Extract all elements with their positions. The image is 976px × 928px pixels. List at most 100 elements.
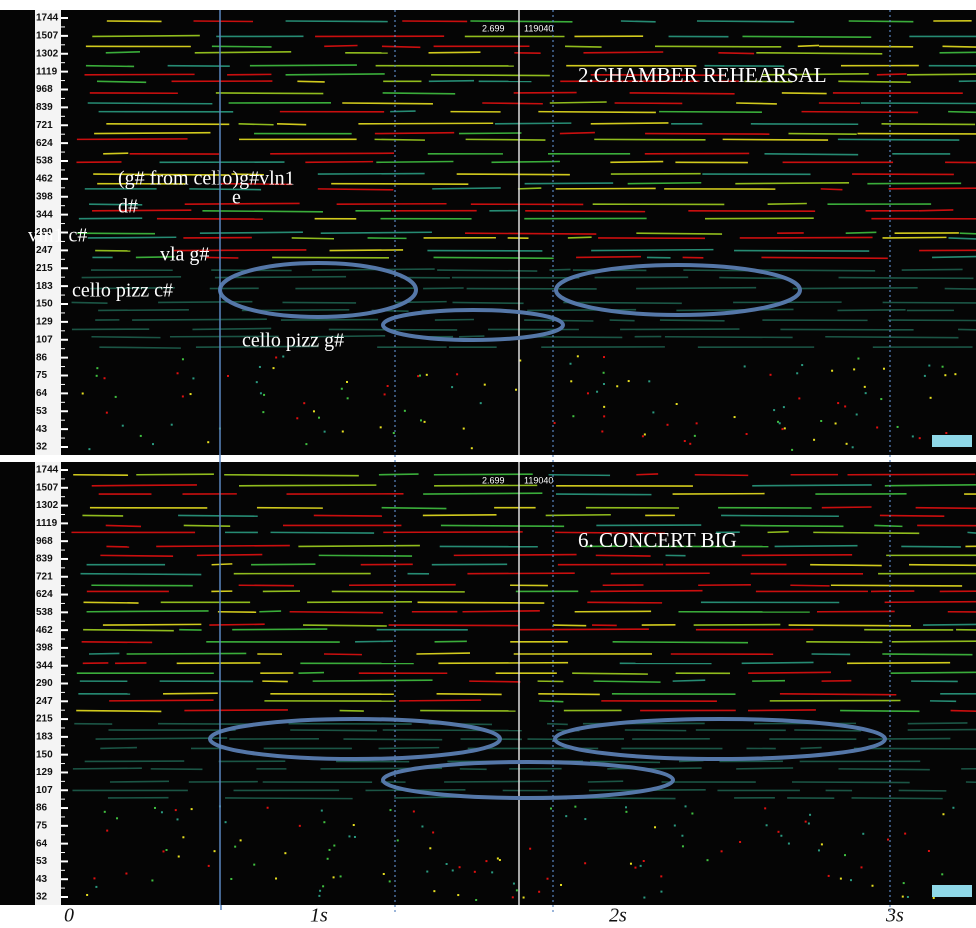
pitch-trace <box>553 625 586 626</box>
noise-dot <box>820 420 822 422</box>
time-label: 0 <box>64 905 74 927</box>
noise-dot <box>773 409 775 411</box>
pitch-trace <box>305 162 373 163</box>
pitch-trace <box>891 672 976 673</box>
pitch-trace <box>775 546 858 547</box>
pitch-trace <box>919 210 954 211</box>
noise-dot <box>643 860 645 862</box>
noise-dot <box>856 413 858 415</box>
noise-dot <box>805 821 807 823</box>
noise-dot <box>323 821 325 823</box>
pitch-trace <box>810 565 882 566</box>
pitch-trace <box>902 269 963 270</box>
noise-dot <box>796 372 798 374</box>
pitch-trace <box>495 123 571 124</box>
noise-dot <box>393 432 395 434</box>
frequency-label: 129 <box>36 767 53 778</box>
pitch-trace <box>200 232 303 233</box>
pitch-trace <box>556 494 651 495</box>
frequency-label: 43 <box>36 424 48 435</box>
pitch-trace <box>382 46 420 47</box>
noise-dot <box>413 810 415 812</box>
noise-dot <box>844 854 846 856</box>
pitch-trace <box>342 103 433 104</box>
frequency-label: 1119 <box>36 518 58 529</box>
pitch-trace <box>469 681 520 682</box>
noise-dot <box>844 405 846 407</box>
noise-dot <box>744 365 746 367</box>
pitch-trace <box>539 701 563 702</box>
noise-dot <box>484 384 486 386</box>
pitch-trace <box>452 302 523 303</box>
frequency-label: 64 <box>36 388 48 399</box>
noise-dot <box>798 397 800 399</box>
noise-dot <box>781 428 783 430</box>
pitch-trace <box>768 203 807 204</box>
noise-dot <box>296 417 298 419</box>
frequency-label: 247 <box>36 245 53 256</box>
pitch-trace <box>379 474 419 475</box>
noise-dot <box>282 356 284 358</box>
noise-dot <box>642 435 644 437</box>
noise-dot <box>93 877 95 879</box>
frequency-label: 1744 <box>36 13 59 24</box>
panel-background <box>0 10 976 455</box>
noise-dot <box>681 835 683 837</box>
pitch-trace <box>423 288 464 289</box>
pitch-trace <box>908 723 968 724</box>
pitch-trace <box>594 681 661 682</box>
pitch-trace <box>967 532 976 533</box>
pitch-trace <box>444 781 551 782</box>
noise-dot <box>115 396 117 398</box>
pitch-trace <box>847 663 950 664</box>
noise-dot <box>516 889 518 891</box>
pitch-trace <box>948 112 976 113</box>
annotation: cello pizz c# <box>72 280 173 302</box>
frequency-label: 183 <box>36 281 53 292</box>
noise-dot <box>643 897 645 899</box>
pitch-trace <box>748 710 816 711</box>
pitch-trace <box>434 257 554 258</box>
noise-dot <box>151 879 153 881</box>
noise-dot <box>584 818 586 820</box>
noise-dot <box>106 412 108 414</box>
pitch-trace <box>375 139 425 140</box>
frequency-label: 1507 <box>36 482 59 493</box>
noise-dot <box>318 417 320 419</box>
pitch-trace <box>755 270 875 271</box>
pitch-trace <box>846 232 877 233</box>
noise-dot <box>648 380 650 382</box>
pitch-trace <box>77 233 155 234</box>
pitch-trace <box>83 630 174 631</box>
readout: 2.699 <box>482 23 505 33</box>
pitch-trace <box>277 124 306 125</box>
pitch-trace <box>790 585 829 586</box>
pitch-trace <box>358 123 493 124</box>
noise-dot <box>404 410 406 412</box>
noise-dot <box>523 897 525 899</box>
pitch-trace <box>538 112 656 113</box>
pitch-trace <box>106 546 129 547</box>
pitch-trace <box>84 602 139 603</box>
noise-dot <box>322 885 324 887</box>
noise-dot <box>421 825 423 827</box>
noise-dot <box>426 871 428 873</box>
panel-background <box>0 462 976 905</box>
pitch-trace <box>431 75 550 76</box>
frequency-label: 215 <box>36 714 53 725</box>
pitch-trace <box>423 515 497 516</box>
noise-dot <box>860 866 862 868</box>
pitch-trace <box>740 525 843 526</box>
frequency-label: 1744 <box>36 465 59 476</box>
pitch-trace <box>547 724 568 725</box>
pitch-trace <box>932 257 976 258</box>
noise-dot <box>321 810 323 812</box>
time-label: 1s <box>310 905 328 927</box>
noise-dot <box>513 883 515 885</box>
noise-dot <box>234 846 236 848</box>
noise-dot <box>930 397 932 399</box>
noise-dot <box>192 377 194 379</box>
pitch-trace <box>209 624 264 625</box>
noise-dot <box>691 813 693 815</box>
pitch-trace <box>100 748 137 749</box>
